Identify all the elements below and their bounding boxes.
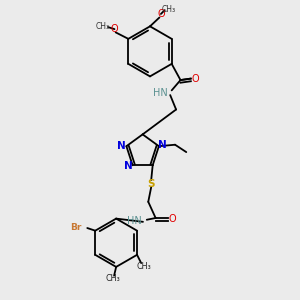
- Text: CH₃: CH₃: [96, 22, 110, 31]
- Text: CH₃: CH₃: [162, 5, 176, 14]
- Text: O: O: [157, 9, 165, 19]
- Text: HN: HN: [127, 216, 142, 226]
- Text: HN: HN: [152, 88, 167, 98]
- Text: CH₃: CH₃: [105, 274, 120, 283]
- Text: CH₃: CH₃: [136, 262, 151, 271]
- Text: O: O: [111, 24, 118, 34]
- Text: N: N: [124, 161, 132, 171]
- Text: S: S: [148, 178, 155, 188]
- Text: N: N: [117, 141, 126, 151]
- Text: O: O: [191, 74, 199, 84]
- Text: Br: Br: [70, 223, 82, 232]
- Text: O: O: [168, 214, 176, 224]
- Text: N: N: [158, 140, 167, 150]
